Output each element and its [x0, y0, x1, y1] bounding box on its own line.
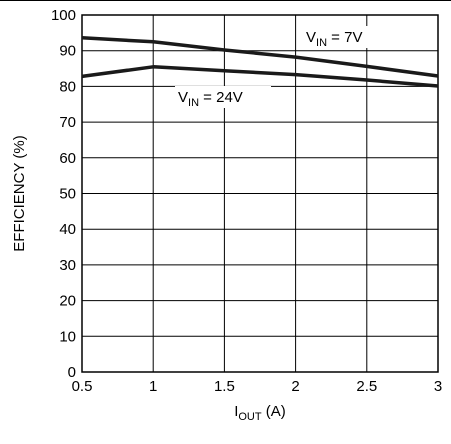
x-axis-title: IOUT (A) [234, 403, 286, 423]
x-tick-label: 1 [149, 378, 157, 395]
top-rule [0, 0, 451, 1]
series [81, 36, 439, 88]
y-axis-title: EFFICIENCY (%) [11, 135, 28, 251]
x-tick-label: 2 [291, 378, 299, 395]
y-tick-label: 30 [59, 257, 76, 274]
y-tick-label: 80 [59, 78, 76, 95]
y-tick-label: 0 [68, 364, 76, 381]
y-tick-label: 10 [59, 328, 76, 345]
labels: VIN = 7V VIN = 24V [175, 26, 385, 109]
axes: 0 10 20 30 40 50 60 70 80 90 100 0.5 1 1.5 2 2.5 3 EFFICI… [11, 7, 442, 423]
y-tick-label: 60 [59, 150, 76, 167]
series-label-vin-7v-bg [303, 26, 385, 48]
series-label-vin-24v-bg [175, 86, 271, 108]
x-tick-label: 2.5 [356, 378, 377, 395]
series-label-vin-24v: VIN = 24V [178, 89, 243, 109]
x-tick-label: 1.5 [214, 378, 235, 395]
series-line-vin-7v [81, 36, 439, 78]
y-tick-label: 90 [59, 43, 76, 60]
x-tick-label: 3 [434, 378, 442, 395]
y-tick-label: 20 [59, 293, 76, 310]
y-tick-label: 100 [51, 7, 76, 24]
plot-frame [81, 14, 439, 373]
x-tick-label: 0.5 [72, 378, 93, 395]
series-label-vin-7v: VIN = 7V [306, 29, 362, 49]
series-line-vin-24v [81, 65, 439, 88]
y-tick-label: 70 [59, 114, 76, 131]
y-tick-label: 40 [59, 221, 76, 238]
y-tick-label: 50 [59, 186, 76, 203]
